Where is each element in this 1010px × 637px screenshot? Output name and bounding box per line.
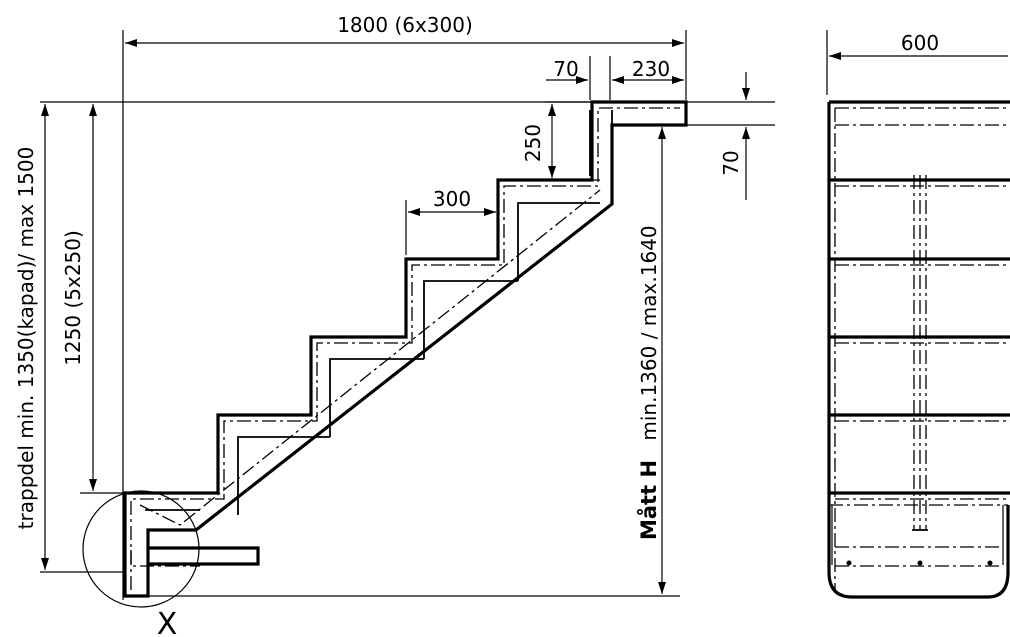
anchor-plate — [130, 546, 260, 567]
side-width-label: 600 — [901, 31, 939, 55]
step-height-label: 250 — [521, 124, 545, 162]
stair-profile — [123, 100, 688, 598]
height-name-label: Mått H — [636, 460, 661, 540]
detail-mark-label: X — [157, 607, 178, 637]
front-bottom-plate — [829, 504, 1008, 567]
detail-circle — [82, 490, 200, 608]
top-thickness-label: 70 — [719, 150, 743, 175]
nose-230-label: 230 — [632, 57, 670, 81]
central-stringer — [912, 175, 928, 531]
cut-length-label: trappdel min. 1350(kapad)/ max 1500 — [14, 147, 38, 530]
step-inner-lines — [145, 110, 613, 515]
dimension-lines — [41, 39, 750, 594]
side-elevation: 1800 (6x300) 70 230 250 300 70 1250 (5x2… — [14, 13, 775, 637]
nose-70-label: 70 — [553, 57, 578, 81]
front-view: 600 — [826, 30, 1010, 599]
step-depth-label: 300 — [433, 187, 471, 211]
total-width-label: 1800 (6x300) — [337, 13, 473, 37]
height-range-label: min.1360 / max.1640 — [637, 225, 661, 440]
stringer-height-label: 1250 (5x250) — [61, 230, 85, 366]
